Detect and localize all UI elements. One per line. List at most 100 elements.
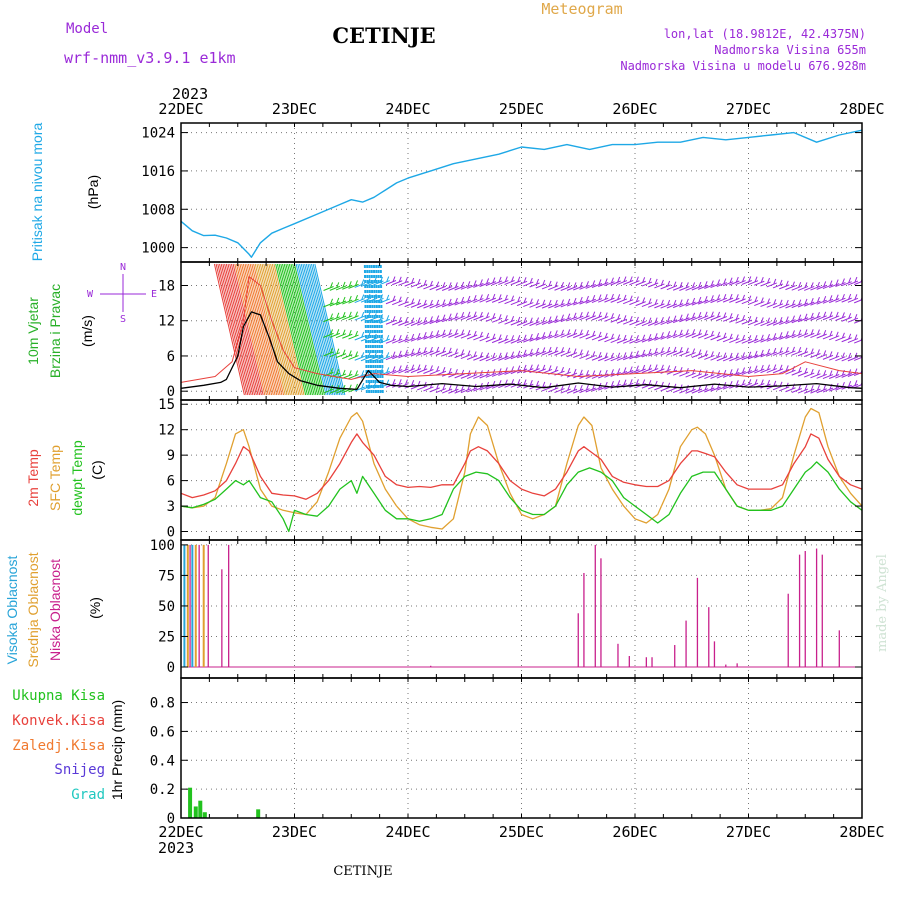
wind-barb-flag xyxy=(748,335,752,341)
wind-barb-flag xyxy=(835,279,839,285)
wind-barb-flag xyxy=(592,351,596,357)
wind-barb xyxy=(491,338,503,344)
precip-total-bar xyxy=(198,800,203,818)
wind-barb xyxy=(635,353,646,359)
wind-barb xyxy=(585,298,596,304)
wind-barb-flag xyxy=(841,332,845,339)
wind-barb xyxy=(841,372,852,378)
wind-barb-flag xyxy=(779,364,783,371)
wind-barb-flag xyxy=(723,278,727,284)
wind-barb-flag xyxy=(529,298,533,304)
wind-barb xyxy=(629,369,640,375)
wind-barb-flag xyxy=(692,297,696,304)
wind-barb-flag xyxy=(554,330,558,336)
wind-barb xyxy=(392,280,403,286)
wind-storm-barb xyxy=(268,263,300,396)
wind-barb-flag xyxy=(355,383,358,390)
wind-barb-flag xyxy=(592,330,596,337)
wind-barb xyxy=(329,316,340,322)
wind-barb xyxy=(685,372,696,378)
wind-barb xyxy=(791,303,802,309)
wind-barb xyxy=(747,369,759,375)
wind-barb-flag xyxy=(579,349,583,355)
y-tick-label: 9 xyxy=(167,448,175,464)
wind-barb xyxy=(647,368,659,374)
wind-barb-flag xyxy=(392,351,396,357)
wind-barb xyxy=(822,334,834,340)
wind-barb-flag xyxy=(411,298,415,304)
wind-barb xyxy=(810,353,821,358)
wind-barb-flag xyxy=(529,348,533,355)
wind-barb xyxy=(797,286,809,291)
wind-barb xyxy=(529,321,540,327)
cloud-unit-label: (%) xyxy=(87,597,103,619)
wind-barb xyxy=(429,303,440,309)
wind-barb-flag xyxy=(386,352,390,358)
wind-barb xyxy=(654,335,665,341)
wind-barb xyxy=(747,320,759,326)
wind-barb xyxy=(785,303,796,309)
wind-barb-flag xyxy=(742,276,746,282)
wind-barb xyxy=(791,370,802,376)
wind-barb-flag xyxy=(436,330,440,336)
wind-barb xyxy=(548,319,559,325)
wind-barb xyxy=(448,316,459,322)
wind-barb xyxy=(710,298,721,304)
wind-storm-barb xyxy=(244,263,276,396)
wind-barb xyxy=(741,280,752,285)
wind-barb xyxy=(460,284,472,290)
wind-barb xyxy=(566,372,578,378)
wind-barb-flag xyxy=(529,333,533,340)
wind-barb xyxy=(779,320,790,326)
wind-barb-flag xyxy=(673,281,677,287)
wind-barb-flag xyxy=(442,384,446,390)
precip-frozen-label: Zaledj.Kisa xyxy=(12,738,105,754)
wind-barb-flag xyxy=(442,347,446,353)
wind-barb xyxy=(623,280,634,285)
wind-barb-flag xyxy=(479,352,483,358)
wind-storm-barb xyxy=(224,263,256,396)
y-tick-label: 1008 xyxy=(141,202,175,218)
precip-unit-label: 1hr Precip (mm) xyxy=(109,700,125,800)
wind-barb xyxy=(647,336,659,342)
wind-barb xyxy=(354,315,365,321)
wind-barb-flag xyxy=(398,296,402,302)
wind-barb xyxy=(685,316,696,322)
wind-barb xyxy=(841,281,852,287)
wind-barb-flag xyxy=(698,312,702,318)
wind-barb-flag xyxy=(529,364,533,370)
wind-barb xyxy=(616,338,628,344)
wind-barb-flag xyxy=(548,316,552,322)
wind-barb-flag xyxy=(523,317,527,323)
wind-barb xyxy=(772,335,784,341)
wind-barb-flag xyxy=(554,299,558,306)
wind-barb xyxy=(510,338,522,344)
wind-barb-flag xyxy=(673,315,677,321)
wind-barb xyxy=(441,332,453,338)
wind-barb-flag xyxy=(729,333,733,339)
wind-barb xyxy=(491,317,503,323)
wind-storm-barb xyxy=(264,263,296,396)
wind-barb xyxy=(473,298,484,304)
wind-barb xyxy=(585,334,596,340)
pressure-panel: 1000 1008 1016 1024 Pritisak na nivou mora (h… xyxy=(29,122,863,263)
wind-barb-flag xyxy=(804,298,808,305)
wind-barb xyxy=(672,333,684,339)
wind-barb-flag xyxy=(617,294,621,300)
wind-barb xyxy=(810,388,821,394)
wind-barb xyxy=(498,355,509,361)
wind-barb xyxy=(429,319,440,325)
wind-barb-flag xyxy=(429,299,433,306)
wind-barb-flag xyxy=(423,279,427,286)
wind-barb xyxy=(766,282,777,288)
wind-barb xyxy=(485,337,497,343)
wind-barb xyxy=(666,369,678,375)
wind-barb xyxy=(479,297,490,303)
wind-barb-flag xyxy=(523,297,527,303)
wind-barb xyxy=(466,283,478,289)
temp-unit-label: (C) xyxy=(89,460,105,479)
wind-barb-flag xyxy=(336,329,340,335)
wind-storm-barb xyxy=(239,263,271,396)
wind-barb xyxy=(354,298,365,304)
wind-barb xyxy=(435,388,447,394)
